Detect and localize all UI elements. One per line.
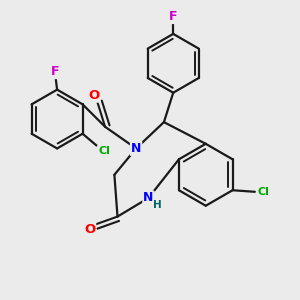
Text: N: N xyxy=(131,142,141,155)
Text: F: F xyxy=(51,65,60,78)
Text: O: O xyxy=(88,89,99,102)
Text: F: F xyxy=(169,10,178,23)
Text: N: N xyxy=(143,191,154,205)
Text: O: O xyxy=(84,224,95,236)
Text: H: H xyxy=(153,200,162,210)
Text: Cl: Cl xyxy=(258,187,269,197)
Text: Cl: Cl xyxy=(98,146,110,156)
